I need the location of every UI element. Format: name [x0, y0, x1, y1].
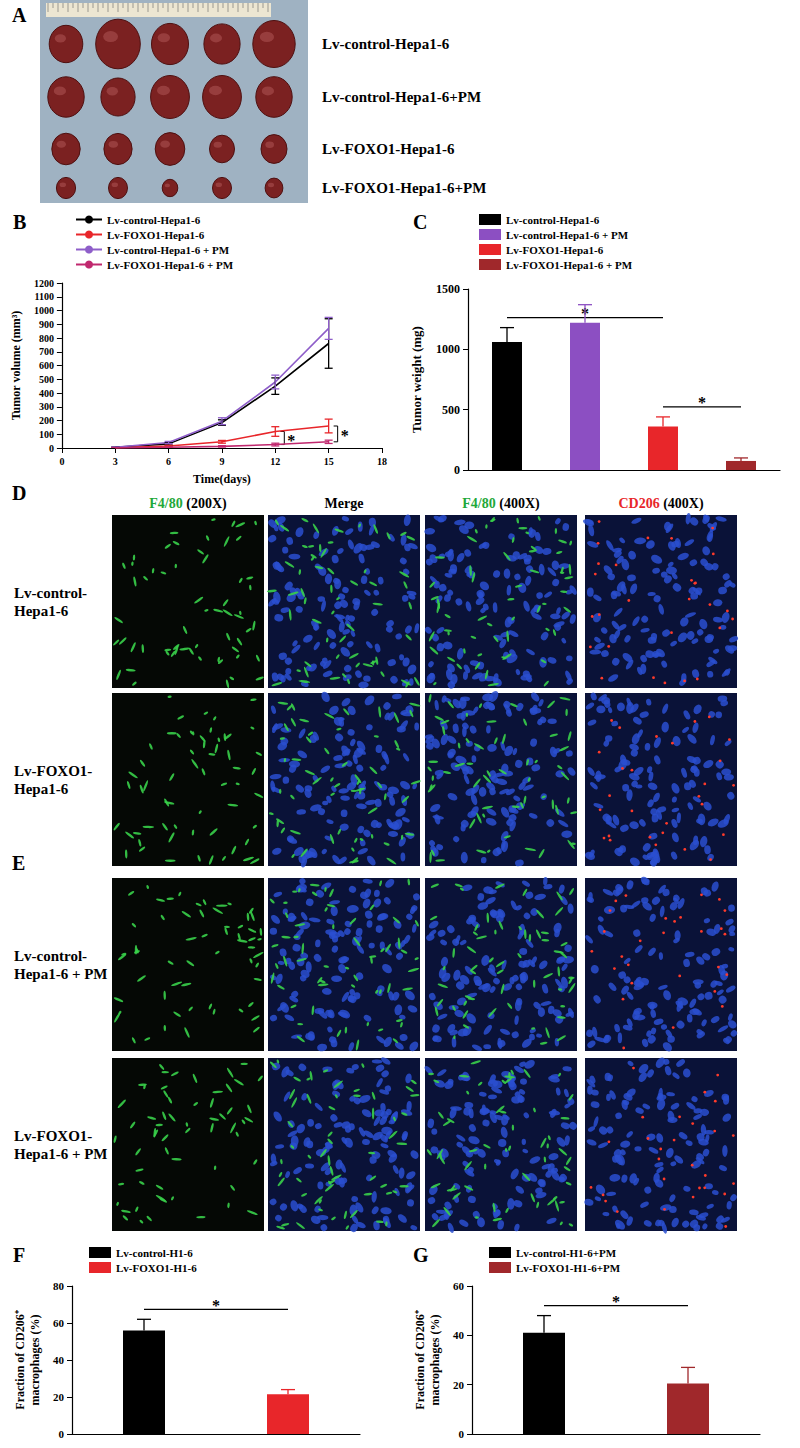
- svg-text:Lv-control-Hepa1-6 + PM: Lv-control-Hepa1-6 + PM: [107, 244, 230, 256]
- svg-text:60: 60: [453, 1280, 465, 1292]
- svg-text:Lv-FOXO1-Hepa1-6 + PM: Lv-FOXO1-Hepa1-6 + PM: [107, 259, 234, 271]
- svg-text:6: 6: [166, 456, 171, 467]
- svg-text:18: 18: [377, 456, 387, 467]
- svg-text:700: 700: [39, 346, 54, 357]
- svg-text:40: 40: [53, 1354, 65, 1366]
- svg-text:Lv-FOXO1-Hepa1-6: Lv-FOXO1-Hepa1-6: [107, 229, 205, 241]
- svg-text:80: 80: [53, 1280, 65, 1292]
- svg-text:600: 600: [39, 360, 54, 371]
- svg-text:20: 20: [53, 1391, 65, 1403]
- svg-text:Fraction of CD206⁺: Fraction of CD206⁺: [413, 1310, 427, 1409]
- svg-text:Fraction of CD206⁺: Fraction of CD206⁺: [13, 1310, 27, 1409]
- svg-text:Lv-FOXO1-Hepa1-6: Lv-FOXO1-Hepa1-6: [14, 763, 92, 797]
- svg-text:F4/80 (400X): F4/80 (400X): [462, 496, 540, 512]
- svg-text:Lv-control-Hepa1-6 + PM: Lv-control-Hepa1-6 + PM: [14, 948, 108, 982]
- svg-text:Lv-FOXO1-H1-6: Lv-FOXO1-H1-6: [116, 1262, 197, 1274]
- svg-text:*: *: [212, 1297, 220, 1314]
- svg-text:*: *: [287, 432, 295, 449]
- svg-text:0: 0: [59, 1428, 65, 1440]
- svg-text:Time(days): Time(days): [193, 472, 251, 486]
- svg-text:1100: 1100: [34, 291, 53, 302]
- svg-text:1500: 1500: [436, 282, 460, 296]
- svg-text:60: 60: [53, 1317, 65, 1329]
- svg-text:Lv-FOXO1-H1-6+PM: Lv-FOXO1-H1-6+PM: [516, 1262, 621, 1274]
- svg-text:Lv-control-H1-6+PM: Lv-control-H1-6+PM: [516, 1247, 617, 1259]
- svg-text:40: 40: [453, 1329, 465, 1341]
- svg-text:200: 200: [39, 415, 54, 426]
- svg-text:Lv-control-Hepa1-6: Lv-control-Hepa1-6: [322, 36, 450, 52]
- svg-text:100: 100: [39, 429, 54, 440]
- svg-text:800: 800: [39, 333, 54, 344]
- svg-text:*: *: [581, 305, 589, 322]
- svg-text:D: D: [12, 482, 26, 504]
- svg-text:Tumor volume (mm³): Tumor volume (mm³): [9, 311, 23, 421]
- svg-text:12: 12: [270, 456, 280, 467]
- svg-text:20: 20: [453, 1379, 465, 1391]
- svg-text:Lv-FOXO1-Hepa1-6+PM: Lv-FOXO1-Hepa1-6+PM: [322, 180, 486, 196]
- svg-text:0: 0: [59, 456, 64, 467]
- svg-text:Lv-FOXO1-Hepa1-6: Lv-FOXO1-Hepa1-6: [506, 244, 604, 256]
- svg-text:C: C: [413, 211, 427, 233]
- svg-text:F4/80 (200X): F4/80 (200X): [149, 496, 227, 512]
- svg-text:Merge: Merge: [325, 496, 364, 511]
- svg-text:Lv-control-Hepa1-6: Lv-control-Hepa1-6: [506, 214, 600, 226]
- svg-text:*: *: [698, 394, 706, 411]
- svg-text:Lv-FOXO1-Hepa1-6 + PM: Lv-FOXO1-Hepa1-6 + PM: [506, 259, 633, 271]
- svg-text:Lv-FOXO1-Hepa1-6 + PM: Lv-FOXO1-Hepa1-6 + PM: [14, 1128, 108, 1162]
- svg-text:macrophages (%): macrophages (%): [428, 1315, 442, 1406]
- svg-text:CD206 (400X): CD206 (400X): [618, 496, 704, 512]
- svg-text:500: 500: [442, 403, 460, 417]
- svg-text:0: 0: [454, 463, 460, 477]
- svg-text:macrophages (%): macrophages (%): [28, 1315, 42, 1406]
- svg-text:300: 300: [39, 401, 54, 412]
- svg-text:1200: 1200: [34, 278, 54, 289]
- svg-text:Lv-control-Hepa1-6: Lv-control-Hepa1-6: [14, 585, 87, 619]
- svg-text:9: 9: [219, 456, 224, 467]
- svg-text:1000: 1000: [34, 305, 54, 316]
- svg-text:*: *: [341, 427, 349, 444]
- svg-text:Lv-FOXO1-Hepa1-6: Lv-FOXO1-Hepa1-6: [322, 141, 455, 157]
- svg-text:F: F: [13, 1244, 25, 1266]
- svg-text:0: 0: [49, 443, 54, 454]
- svg-text:Lv-control-Hepa1-6+PM: Lv-control-Hepa1-6+PM: [322, 89, 481, 105]
- svg-text:500: 500: [39, 374, 54, 385]
- svg-text:900: 900: [39, 319, 54, 330]
- svg-text:Lv-control-H1-6: Lv-control-H1-6: [116, 1247, 193, 1259]
- svg-text:Lv-control-Hepa1-6: Lv-control-Hepa1-6: [107, 214, 201, 226]
- svg-text:1000: 1000: [436, 342, 460, 356]
- svg-text:B: B: [13, 211, 26, 233]
- svg-text:3: 3: [113, 456, 118, 467]
- svg-text:A: A: [12, 4, 27, 26]
- svg-text:15: 15: [324, 456, 334, 467]
- svg-text:G: G: [413, 1244, 429, 1266]
- svg-text:Lv-control-Hepa1-6 + PM: Lv-control-Hepa1-6 + PM: [506, 229, 629, 241]
- svg-text:E: E: [12, 852, 25, 874]
- svg-text:400: 400: [39, 388, 54, 399]
- svg-text:0: 0: [459, 1428, 465, 1440]
- svg-text:*: *: [612, 1293, 620, 1310]
- svg-text:Tumor weight (mg): Tumor weight (mg): [409, 326, 424, 433]
